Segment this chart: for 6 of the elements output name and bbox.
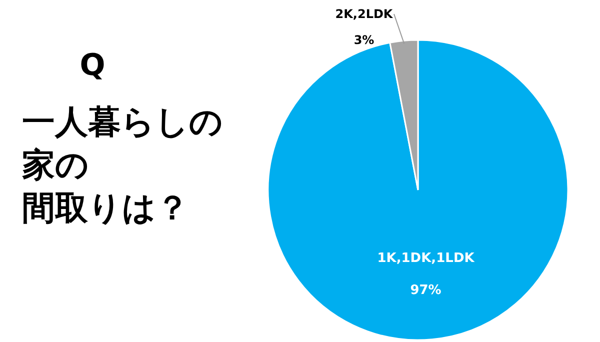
data-label: 3% bbox=[354, 33, 374, 47]
slice-label: 2K,2LDK bbox=[335, 7, 394, 21]
text: 一人暮らしの bbox=[22, 101, 223, 143]
text: Q bbox=[78, 48, 106, 83]
text: 家の bbox=[22, 144, 90, 186]
text: 間取りは？ bbox=[22, 187, 190, 229]
